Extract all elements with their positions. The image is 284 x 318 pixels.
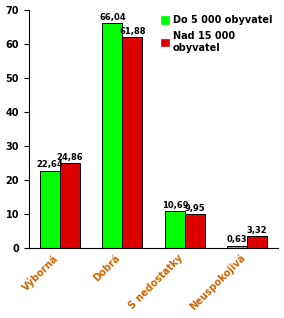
Text: 66,04: 66,04 xyxy=(99,13,126,22)
Legend: Do 5 000 obyvatel, Nad 15 000
obyvatel: Do 5 000 obyvatel, Nad 15 000 obyvatel xyxy=(160,14,273,54)
Bar xyxy=(247,237,267,248)
Bar xyxy=(227,245,247,248)
Text: 3,32: 3,32 xyxy=(247,226,268,235)
Bar xyxy=(40,171,60,248)
Bar xyxy=(185,214,205,248)
Text: 9,95: 9,95 xyxy=(184,204,205,212)
Bar xyxy=(165,211,185,248)
Text: 24,86: 24,86 xyxy=(57,153,83,162)
Bar xyxy=(122,37,142,248)
Text: 0,63: 0,63 xyxy=(227,235,247,244)
Bar xyxy=(103,23,122,248)
Text: 22,64: 22,64 xyxy=(37,160,64,169)
Text: 10,69: 10,69 xyxy=(162,201,188,210)
Text: 61,88: 61,88 xyxy=(119,27,146,36)
Bar xyxy=(60,163,80,248)
